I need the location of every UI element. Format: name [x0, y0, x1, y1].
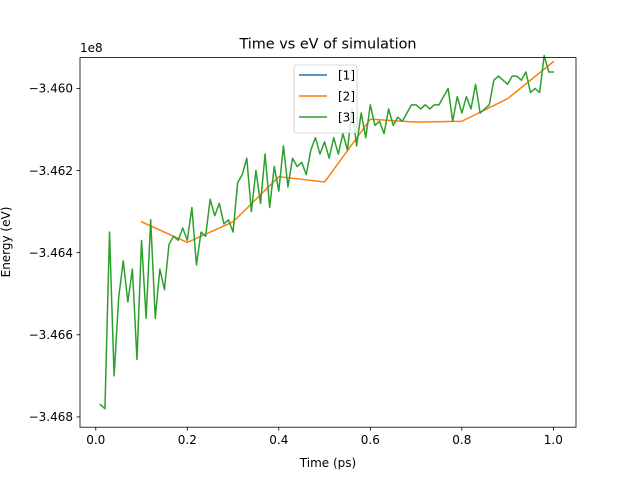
- y-tick-label: −3.460: [29, 82, 73, 96]
- y-axis-offset-label: 1e8: [80, 41, 103, 55]
- x-tick-label: 0.2: [178, 433, 197, 447]
- x-axis: 0.0 0.2 0.4 0.6 0.8 1.0: [86, 427, 563, 447]
- x-tick-label: 1.0: [544, 433, 563, 447]
- y-axis-label: Energy (eV): [0, 207, 13, 278]
- y-tick-label: −3.464: [29, 246, 73, 260]
- legend: [1] [2] [3]: [293, 64, 358, 134]
- x-tick-label: 0.8: [452, 433, 471, 447]
- chart-title: Time vs eV of simulation: [238, 37, 416, 53]
- legend-label: [2]: [338, 89, 355, 103]
- x-tick-label: 0.4: [269, 433, 288, 447]
- y-axis: −3.468 −3.466 −3.464 −3.462 −3.460: [29, 82, 80, 424]
- plot-area-frame: [79, 57, 577, 428]
- legend-label: [3]: [338, 110, 355, 124]
- y-tick-label: −3.468: [29, 410, 73, 424]
- legend-label: [1]: [338, 68, 355, 82]
- y-tick-label: −3.462: [29, 164, 73, 178]
- legend-box: [293, 64, 358, 134]
- y-tick-label: −3.466: [29, 328, 73, 342]
- x-tick-label: 0.0: [86, 433, 105, 447]
- series-line-3: [99, 54, 555, 410]
- x-tick-label: 0.6: [361, 433, 380, 447]
- x-axis-label: Time (ps): [299, 456, 356, 470]
